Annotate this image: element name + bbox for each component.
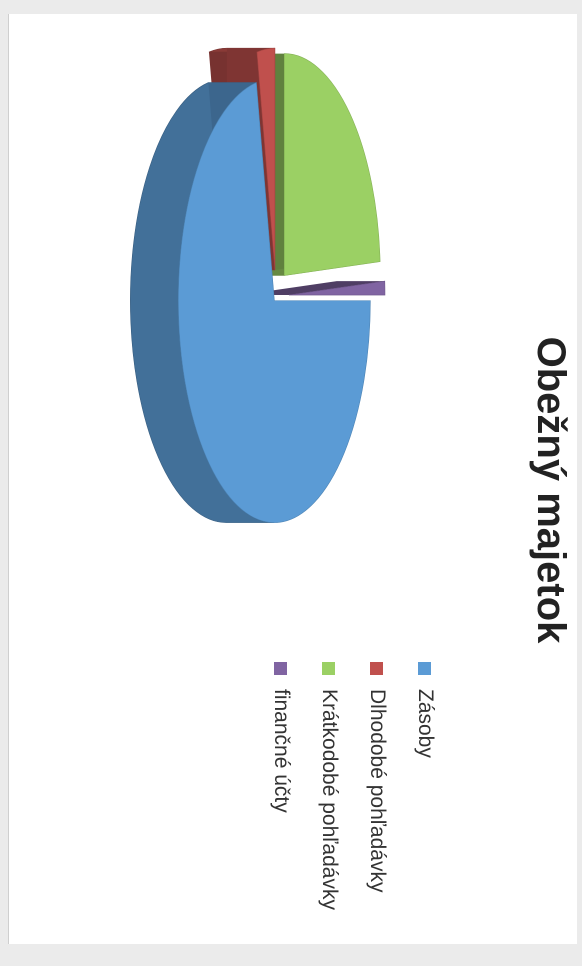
legend-swatch-1 — [370, 662, 384, 675]
pie-slice-0 — [130, 82, 371, 523]
legend-item-0: Zásoby — [401, 662, 449, 962]
chart-paper: Obežný majetok Zásoby Dlhodobé pohľadávky… — [8, 14, 577, 944]
legend-swatch-0 — [418, 662, 432, 675]
legend-item-3: finančné účty — [257, 662, 305, 962]
chart-stage: Obežný majetok Zásoby Dlhodobé pohľadávky… — [9, 14, 582, 966]
legend-swatch-3 — [274, 662, 288, 675]
legend-item-2: Krátkodobé pohľadávky — [305, 662, 353, 962]
chart-legend: Zásoby Dlhodobé pohľadávky Krátkodobé pohľ… — [257, 662, 449, 962]
legend-label-0: Zásoby — [414, 689, 437, 758]
legend-swatch-2 — [322, 662, 336, 675]
pie-chart — [130, 47, 386, 523]
pie-slice-3 — [240, 280, 386, 296]
legend-label-1: Dlhodobé pohľadávky — [366, 689, 389, 893]
legend-label-3: finančné účty — [270, 689, 293, 813]
legend-item-1: Dlhodobé pohľadávky — [353, 662, 401, 962]
legend-label-2: Krátkodobé pohľadávky — [318, 689, 341, 910]
